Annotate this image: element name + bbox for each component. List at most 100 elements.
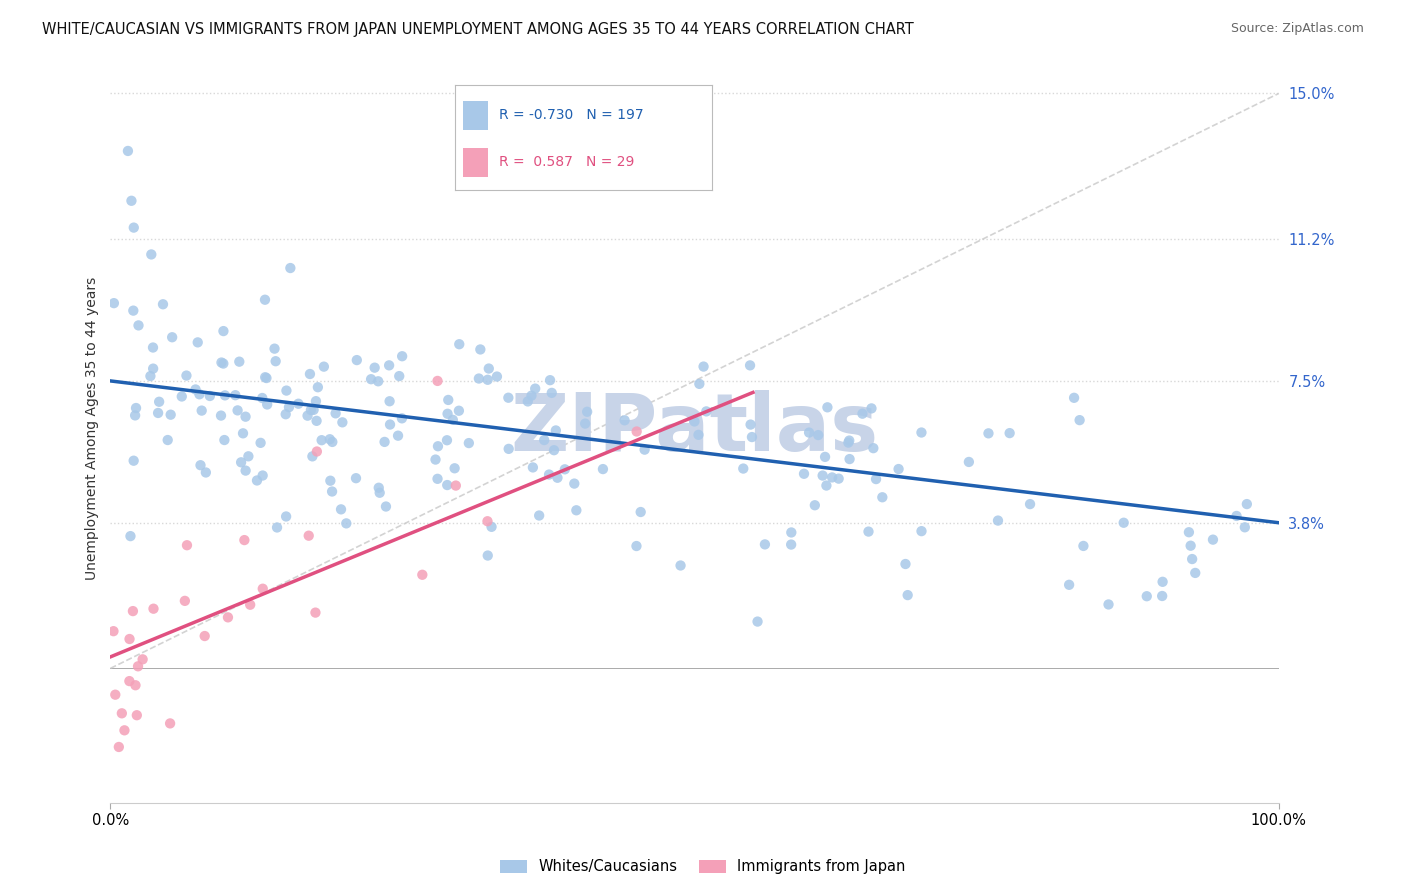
Point [741,430,763,444]
Point [235,409,257,424]
Point [797,425,820,440]
Point [212,324,235,338]
Point [733,461,755,475]
Point [562,476,585,491]
Point [592,462,614,476]
Point [1019,497,1042,511]
Point [1202,533,1225,547]
Point [1184,566,1206,580]
Point [131,652,153,666]
Point [1180,539,1202,553]
Point [122,453,145,467]
Point [233,533,256,547]
Point [125,708,148,723]
Point [821,470,844,484]
Point [683,414,706,428]
Point [184,383,207,397]
Point [299,403,322,417]
Point [897,588,920,602]
Point [427,439,450,453]
Point [807,428,830,442]
Point [276,384,298,398]
Point [391,349,413,363]
Point [977,426,1000,441]
Point [998,426,1021,441]
Point [633,442,655,457]
Point [862,441,884,455]
Point [540,385,562,400]
Point [538,467,561,482]
Point [957,455,980,469]
Point [128,318,150,333]
Point [344,471,367,485]
Point [1233,520,1256,534]
Point [104,688,127,702]
Point [256,371,278,385]
Point [378,394,401,409]
Point [160,330,183,344]
Point [692,359,714,374]
Point [226,403,249,417]
Point [217,610,239,624]
Point [1136,589,1159,603]
Point [278,400,301,414]
Point [544,424,567,438]
Point [738,359,761,373]
Point [274,407,297,421]
Point [378,417,401,432]
Point [246,474,269,488]
Point [626,539,648,553]
Point [280,260,302,275]
Point [124,678,146,692]
Point [858,524,880,539]
Point [305,444,328,458]
Point [498,442,520,456]
Point [301,450,323,464]
Point [139,369,162,384]
Point [321,434,343,449]
Point [209,409,232,423]
Point [388,369,411,384]
Point [576,405,599,419]
Point [533,433,555,447]
Point [837,435,859,450]
Point [238,450,260,464]
Point [214,388,236,402]
Point [443,461,465,475]
Point [305,394,328,409]
Point [565,503,588,517]
Point [190,403,212,417]
Point [152,297,174,311]
Point [118,632,141,646]
Point [838,434,860,448]
Point [793,467,815,481]
Point [229,455,252,469]
Point [360,372,382,386]
Point [319,432,342,446]
Point [330,502,353,516]
Point [235,464,257,478]
Point [214,433,236,447]
Point [436,434,458,448]
Point [176,538,198,552]
Point [437,392,460,407]
Point [148,394,170,409]
Point [312,359,335,374]
Point [228,354,250,368]
Point [815,401,838,415]
Point [688,376,710,391]
Point [1178,525,1201,540]
Point [477,549,499,563]
Point [780,525,803,540]
Text: WHITE/CAUCASIAN VS IMMIGRANTS FROM JAPAN UNEMPLOYMENT AMONG AGES 35 TO 44 YEARS : WHITE/CAUCASIAN VS IMMIGRANTS FROM JAPAN… [42,22,914,37]
Point [146,406,169,420]
Point [425,452,447,467]
Point [266,520,288,534]
Point [543,443,565,458]
Point [1225,508,1247,523]
Point [1236,497,1258,511]
Point [302,403,325,417]
Point [1112,516,1135,530]
Point [426,472,449,486]
Point [851,407,873,421]
